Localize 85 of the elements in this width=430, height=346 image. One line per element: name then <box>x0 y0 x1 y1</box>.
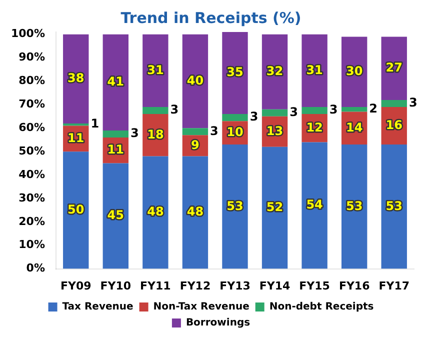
bar <box>381 100 407 108</box>
data-label: 3 <box>130 126 139 140</box>
data-label: 52 <box>266 200 284 214</box>
legend-label: Borrowings <box>186 318 250 329</box>
data-label: 53 <box>346 198 363 213</box>
data-label: 9 <box>191 138 200 152</box>
bar <box>341 144 368 269</box>
data-label: 3 <box>170 102 179 117</box>
bar <box>182 34 208 128</box>
data-label: 48 <box>186 204 204 219</box>
data-label: 3 <box>250 110 258 124</box>
x-tick-label: FY15 <box>299 279 330 292</box>
y-tick-label: 60% <box>18 120 45 134</box>
legend-label: Non-debt Receipts <box>269 302 374 313</box>
bar <box>222 32 248 114</box>
bar <box>63 123 89 126</box>
data-label: 3 <box>210 124 218 138</box>
bar <box>182 156 208 269</box>
data-label: 16 <box>386 118 402 132</box>
y-tick-label: 80% <box>18 74 45 88</box>
data-label: 10 <box>226 124 244 139</box>
chart-title: Trend in Receipts (%) <box>120 8 302 27</box>
bar <box>381 144 407 269</box>
bar <box>182 128 208 136</box>
y-tick-label: 40% <box>18 168 45 181</box>
data-label: 3 <box>290 105 298 120</box>
bar <box>262 109 288 116</box>
bar <box>302 107 328 114</box>
bar <box>142 34 168 108</box>
legend-label: Non-Tax Revenue <box>153 302 250 313</box>
bar <box>63 152 89 269</box>
data-label: 3 <box>329 102 338 117</box>
data-label: 11 <box>107 142 124 157</box>
data-label: 30 <box>346 64 363 78</box>
data-label: 31 <box>147 62 164 77</box>
bar <box>142 156 168 269</box>
x-tick-label: FY13 <box>220 279 250 292</box>
y-tick-label: 20% <box>18 214 45 228</box>
data-label: 48 <box>147 204 164 219</box>
legend-label: Tax Revenue <box>62 302 134 313</box>
bar <box>102 163 128 269</box>
data-label: 31 <box>306 62 323 77</box>
x-tick-label: FY17 <box>378 279 410 292</box>
x-tick-label: FY10 <box>100 279 132 292</box>
data-label: 41 <box>107 74 124 89</box>
x-tick-label: FY14 <box>259 279 291 292</box>
bar <box>302 34 328 108</box>
y-tick-label: 90% <box>18 50 45 64</box>
data-label: 18 <box>147 127 164 142</box>
bar <box>302 142 328 269</box>
data-label: 11 <box>68 130 84 145</box>
bar <box>142 107 168 114</box>
data-label: 12 <box>306 120 323 134</box>
data-label: 38 <box>68 71 84 86</box>
y-tick-label: 0% <box>26 262 45 275</box>
x-tick-label: FY11 <box>140 279 171 292</box>
data-label: 53 <box>386 198 402 213</box>
x-tick-label: FY12 <box>180 279 211 292</box>
data-label: 40 <box>186 73 204 88</box>
x-tick-label: FY09 <box>60 279 92 292</box>
data-label: 50 <box>68 202 84 216</box>
bar <box>222 114 248 122</box>
bar <box>102 130 128 138</box>
bar <box>222 144 248 269</box>
bar <box>102 34 128 130</box>
data-label: 14 <box>346 120 363 134</box>
x-tick-label: FY16 <box>338 279 370 292</box>
bar <box>341 107 368 112</box>
y-tick-label: 100% <box>11 27 45 40</box>
data-label: 27 <box>386 60 402 74</box>
y-tick-label: 30% <box>18 191 45 204</box>
data-label: 32 <box>266 64 284 78</box>
data-label: 2 <box>369 101 378 116</box>
y-tick-label: 70% <box>18 98 45 111</box>
data-label: 13 <box>266 124 284 138</box>
data-label: 54 <box>306 198 323 212</box>
data-label: 53 <box>226 198 244 213</box>
data-label: 45 <box>107 208 124 222</box>
data-label: 35 <box>226 65 244 80</box>
data-label: 1 <box>90 116 100 131</box>
y-tick-label: 50% <box>18 144 45 158</box>
data-label: 3 <box>408 96 418 110</box>
bar <box>262 146 288 269</box>
y-tick-label: 10% <box>18 238 45 252</box>
bar <box>63 34 89 124</box>
